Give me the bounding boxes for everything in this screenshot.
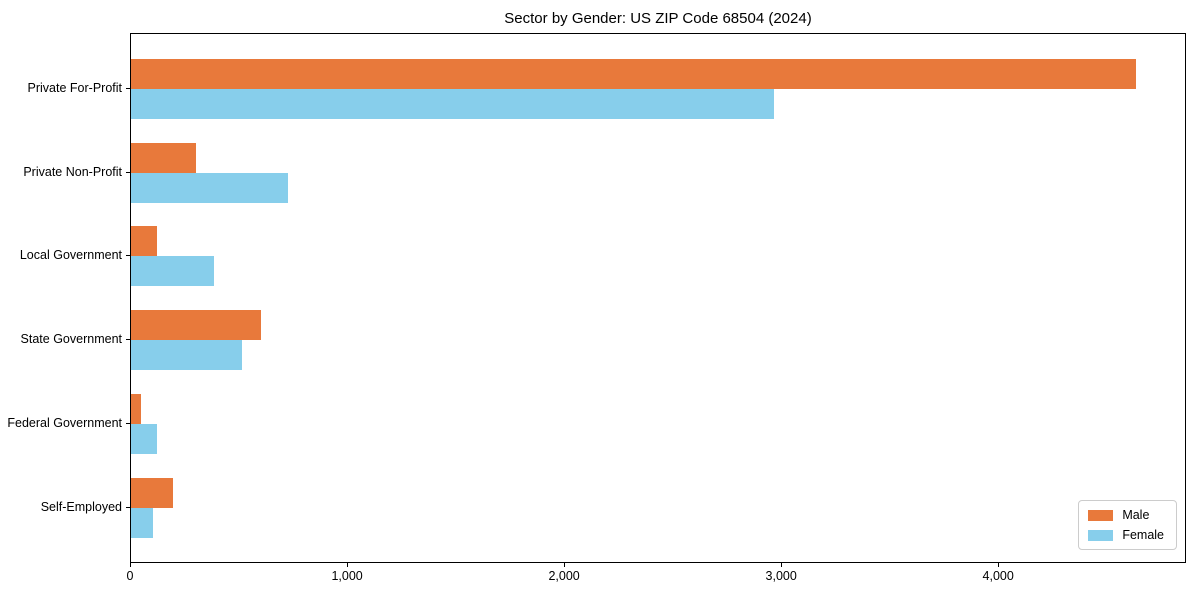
- x-tick-mark-3: [781, 563, 783, 567]
- y-tick-label-1: Private Non-Profit: [23, 164, 122, 179]
- x-tick-label-2: 2,000: [548, 569, 580, 583]
- legend-swatch-male: [1088, 509, 1114, 521]
- bar-female-0: [131, 89, 774, 119]
- bar-male-2: [131, 226, 157, 257]
- x-tick-label-4: 4,000: [982, 569, 1014, 583]
- y-tick-mark-0: [126, 88, 130, 89]
- x-tick-mark-0: [130, 563, 131, 567]
- x-tick-mark-1: [347, 563, 349, 567]
- bar-male-1: [131, 142, 197, 173]
- y-tick-mark-1: [126, 171, 130, 173]
- bar-male-0: [131, 59, 1136, 89]
- y-tick-mark-3: [126, 339, 130, 341]
- legend-label-female: Female: [1122, 528, 1164, 542]
- x-tick-label-1: 1,000: [331, 569, 363, 583]
- bar-female-3: [131, 340, 242, 371]
- y-tick-label-0: Private For-Profit: [27, 81, 122, 95]
- chart-title: Sector by Gender: US ZIP Code 68504 (202…: [504, 10, 812, 27]
- legend-swatch-female: [1088, 529, 1114, 541]
- bar-male-4: [131, 393, 141, 424]
- x-tick-mark-4: [998, 563, 1000, 567]
- plot-area: Male Female: [130, 33, 1186, 563]
- legend-row-female: Female: [1088, 528, 1164, 542]
- y-tick-mark-2: [126, 255, 130, 257]
- y-tick-mark-5: [126, 506, 130, 508]
- y-tick-mark-4: [126, 422, 130, 424]
- bar-female-5: [131, 507, 153, 538]
- legend: Male Female: [1078, 500, 1177, 550]
- bar-female-2: [131, 256, 214, 287]
- x-tick-label-0: 0: [126, 569, 134, 583]
- legend-label-male: Male: [1122, 508, 1150, 522]
- y-tick-label-5: Self-Employed: [40, 499, 122, 514]
- y-tick-label-2: Local Government: [19, 248, 122, 263]
- legend-row-male: Male: [1088, 508, 1164, 522]
- y-tick-label-4: Federal Government: [7, 415, 122, 430]
- x-tick-mark-2: [564, 563, 566, 567]
- bar-male-5: [131, 477, 174, 508]
- y-tick-label-3: State Government: [20, 332, 122, 347]
- bar-female-1: [131, 172, 289, 203]
- bar-male-3: [131, 310, 262, 341]
- x-tick-label-3: 3,000: [765, 569, 797, 583]
- bar-female-4: [131, 423, 157, 454]
